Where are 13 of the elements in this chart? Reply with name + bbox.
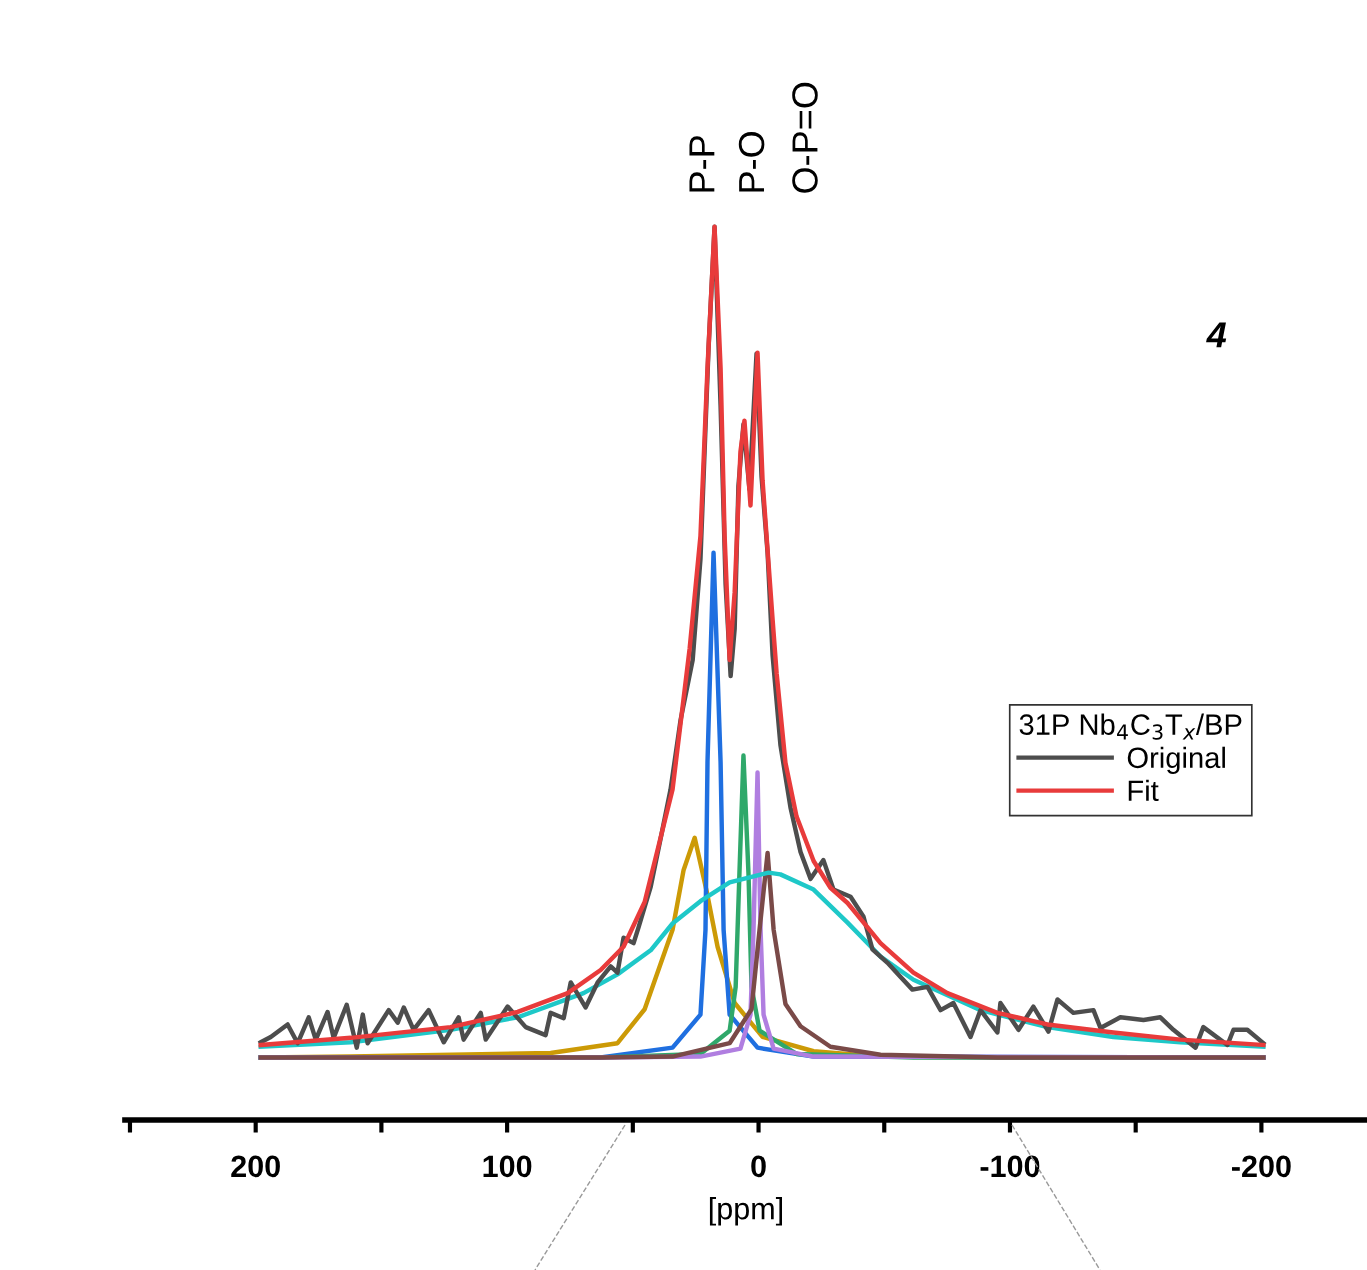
x-axis-title: [ppm] <box>709 1197 783 1226</box>
x-tick-label: 200 <box>231 1155 280 1178</box>
legend-label: Original <box>1127 746 1225 774</box>
x-tick-label: 100 <box>483 1155 532 1178</box>
annotation: 4 <box>1206 322 1227 348</box>
text: P-P <box>689 136 715 192</box>
x-tick-label: -200 <box>1232 1155 1291 1178</box>
x-tick-label: 0 <box>751 1155 766 1178</box>
text: P-O <box>738 132 765 192</box>
legend-title: 31P Nb$_{4}$C$_{3}$T$_{x}$/BP <box>1019 713 1242 740</box>
x-tick-label: -100 <box>980 1155 1040 1178</box>
legend-label: Fit <box>1128 779 1159 802</box>
text: O-P=O <box>792 82 818 193</box>
